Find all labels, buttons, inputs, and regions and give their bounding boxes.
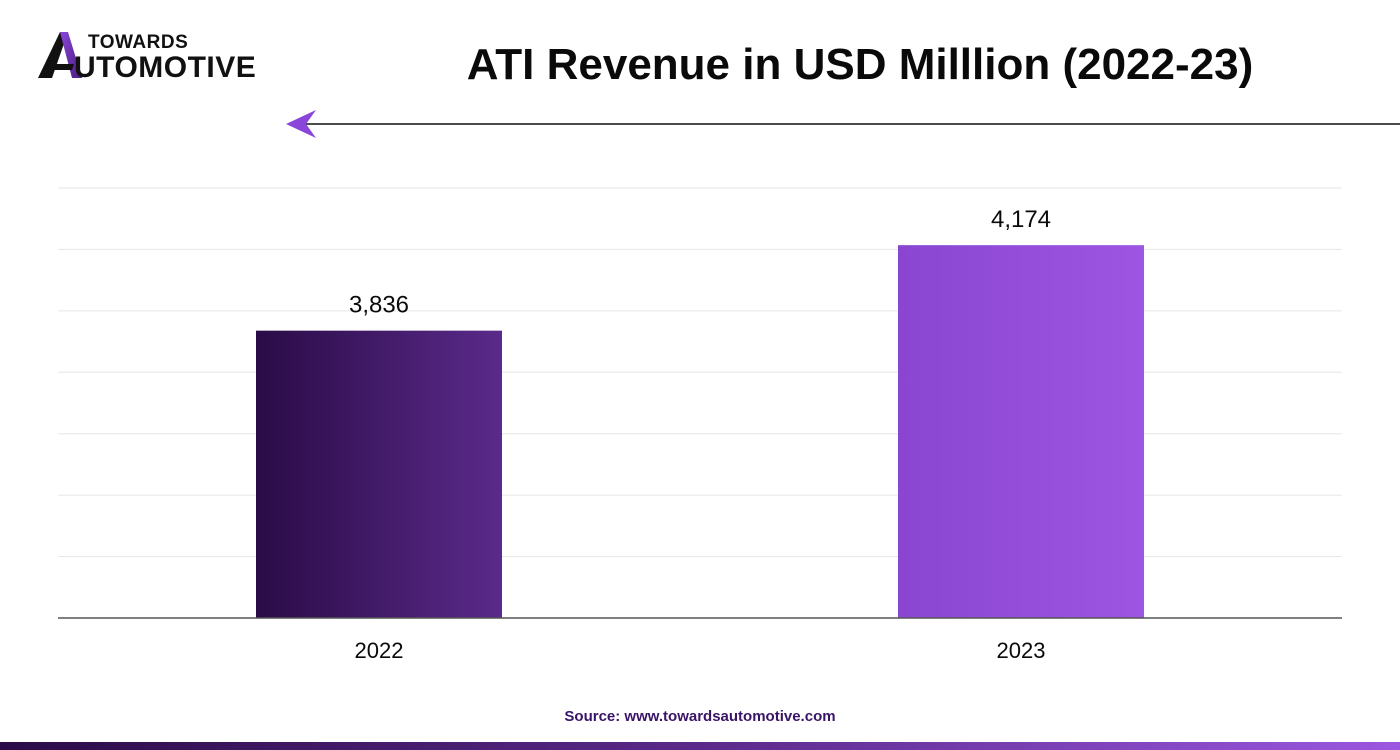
brand-logo: TOWARDS UTOMOTIVE — [36, 30, 286, 86]
bar-2023 — [898, 245, 1144, 618]
arrow-left-icon — [286, 110, 316, 138]
brand-a-mark-icon — [38, 32, 82, 78]
bar-chart: 3,836 2022 4,174 2023 — [58, 110, 1400, 663]
data-label-2022: 3,836 — [349, 292, 409, 319]
gridlines — [58, 187, 1342, 558]
bars — [256, 245, 1144, 618]
data-label-2023: 4,174 — [991, 206, 1051, 233]
x-tick-label-2022: 2022 — [355, 638, 404, 663]
chart-title: ATI Revenue in USD Milllion (2022-23) — [466, 40, 1254, 89]
labels: 3,836 2022 4,174 2023 — [349, 206, 1051, 663]
footer-gradient-bar — [0, 742, 1400, 750]
x-tick-label-2023: 2023 — [997, 638, 1046, 663]
brand-name-line1: TOWARDS — [88, 32, 189, 53]
brand-name-line2: UTOMOTIVE — [74, 51, 257, 84]
source-note: Source: www.towardsautomotive.com — [564, 708, 836, 725]
bar-2022 — [256, 330, 502, 618]
